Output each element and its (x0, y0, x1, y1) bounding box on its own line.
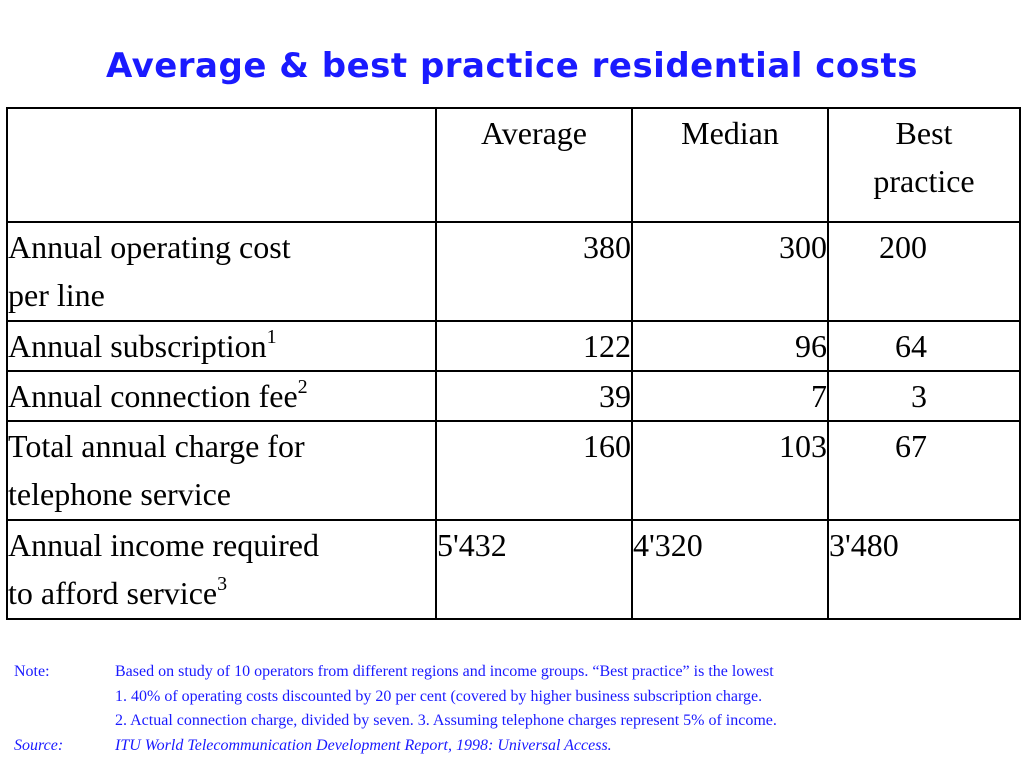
header-empty-cell (6, 107, 437, 223)
header-median: Median (631, 107, 829, 223)
note-line: Based on study of 10 operators from diff… (115, 663, 774, 680)
source-row: Source: ITU World Telecommunication Deve… (14, 734, 1014, 759)
header-best-practice: Best practice (827, 107, 1021, 223)
table-row: Annual income required to afford service… (6, 519, 1021, 620)
note-line: 2. Actual connection charge, divided by … (115, 712, 777, 729)
cell-average: 122 (435, 320, 633, 372)
note-line: 1. 40% of operating costs discounted by … (115, 687, 763, 705)
row-label: Annual connection fee2 (6, 370, 437, 422)
cell-best: 200 (827, 221, 1021, 322)
row-label: Annual subscription1 (6, 320, 437, 372)
cell-average: 39 (435, 370, 633, 422)
footnote-marker: 1 (266, 326, 277, 348)
header-average: Average (435, 107, 633, 223)
notes-section: Note: Based on study of 10 operators fro… (14, 660, 1014, 758)
header-best-line1: Best (895, 115, 953, 151)
footnote-marker: 3 (217, 573, 228, 595)
table-row: Annual connection fee2 39 7 3 (6, 370, 1021, 422)
cell-average: 5'432 (435, 519, 633, 620)
table-row: Total annual charge for telephone servic… (6, 420, 1021, 521)
cell-median: 96 (631, 320, 829, 372)
cell-best: 67 (827, 420, 1021, 521)
note-key: Note: (14, 663, 50, 680)
costs-table: Average Median Best practice Annual oper… (6, 107, 1021, 620)
page-title: Average & best practice residential cost… (105, 46, 919, 86)
note-row: 1. 40% of operating costs discounted by … (14, 685, 1014, 710)
source-key: Source: (14, 736, 64, 754)
table-row: Annual subscription1 122 96 64 (6, 320, 1021, 372)
table-header-row: Average Median Best practice (6, 107, 1021, 223)
source-text: ITU World Telecommunication Development … (115, 736, 612, 754)
cell-median: 300 (631, 221, 829, 322)
header-best-line2: practice (873, 163, 975, 199)
cell-best: 3'480 (827, 519, 1021, 620)
cell-median: 4'320 (631, 519, 829, 620)
cell-best: 64 (827, 320, 1021, 372)
row-label: Annual operating cost per line (6, 221, 437, 322)
cell-average: 380 (435, 221, 633, 322)
note-row: Note: Based on study of 10 operators fro… (14, 660, 1014, 685)
cell-best: 3 (827, 370, 1021, 422)
cell-median: 7 (631, 370, 829, 422)
cell-median: 103 (631, 420, 829, 521)
cell-average: 160 (435, 420, 633, 521)
note-row: 2. Actual connection charge, divided by … (14, 709, 1014, 734)
table-row: Annual operating cost per line 380 300 2… (6, 221, 1021, 322)
row-label: Annual income required to afford service… (6, 519, 437, 620)
row-label: Total annual charge for telephone servic… (6, 420, 437, 521)
footnote-marker: 2 (297, 376, 308, 398)
